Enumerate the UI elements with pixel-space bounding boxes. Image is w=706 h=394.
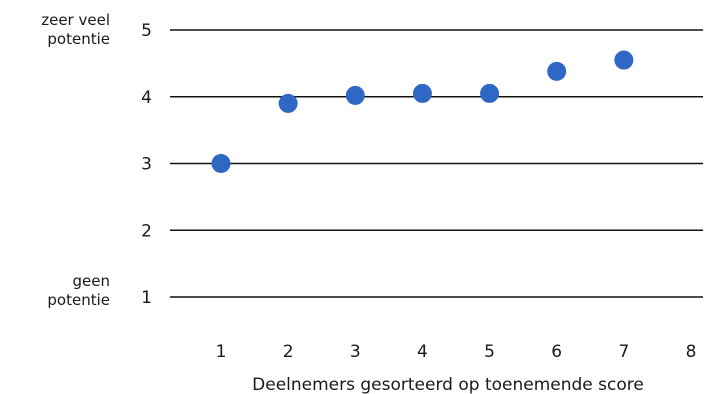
x-axis-label: Deelnemers gesorteerd op toenemende scor…: [252, 375, 644, 394]
data-point: [547, 61, 567, 81]
x-tick-label: 2: [283, 342, 294, 362]
x-tick-label: 3: [350, 342, 361, 362]
data-point: [412, 83, 432, 103]
y-tick-label: 1: [141, 288, 152, 308]
y-tick-labels: 1 2 3 4 5: [141, 21, 152, 308]
x-tick-label: 1: [216, 342, 227, 362]
y-tick-label: 3: [141, 155, 152, 175]
data-point: [614, 50, 634, 70]
x-tick-label: 5: [484, 342, 495, 362]
data-point: [480, 83, 500, 103]
gridlines: [170, 29, 703, 298]
y-bottom-annotation: geen potentie: [47, 272, 110, 309]
y-tick-label: 2: [141, 221, 152, 241]
y-tick-label: 4: [141, 88, 152, 108]
data-point: [211, 154, 231, 173]
data-point: [278, 93, 298, 113]
y-top-annotation: zeer veel potentie: [41, 11, 110, 48]
data-point: [345, 85, 365, 105]
y-tick-label: 5: [141, 21, 152, 41]
x-tick-label: 4: [417, 342, 428, 362]
data-points: [211, 50, 634, 173]
x-tick-label: 8: [686, 342, 697, 362]
x-tick-label: 7: [618, 342, 629, 362]
x-tick-labels: 1 2 3 4 5 6 7 8: [216, 342, 697, 362]
x-tick-label: 6: [551, 342, 562, 362]
